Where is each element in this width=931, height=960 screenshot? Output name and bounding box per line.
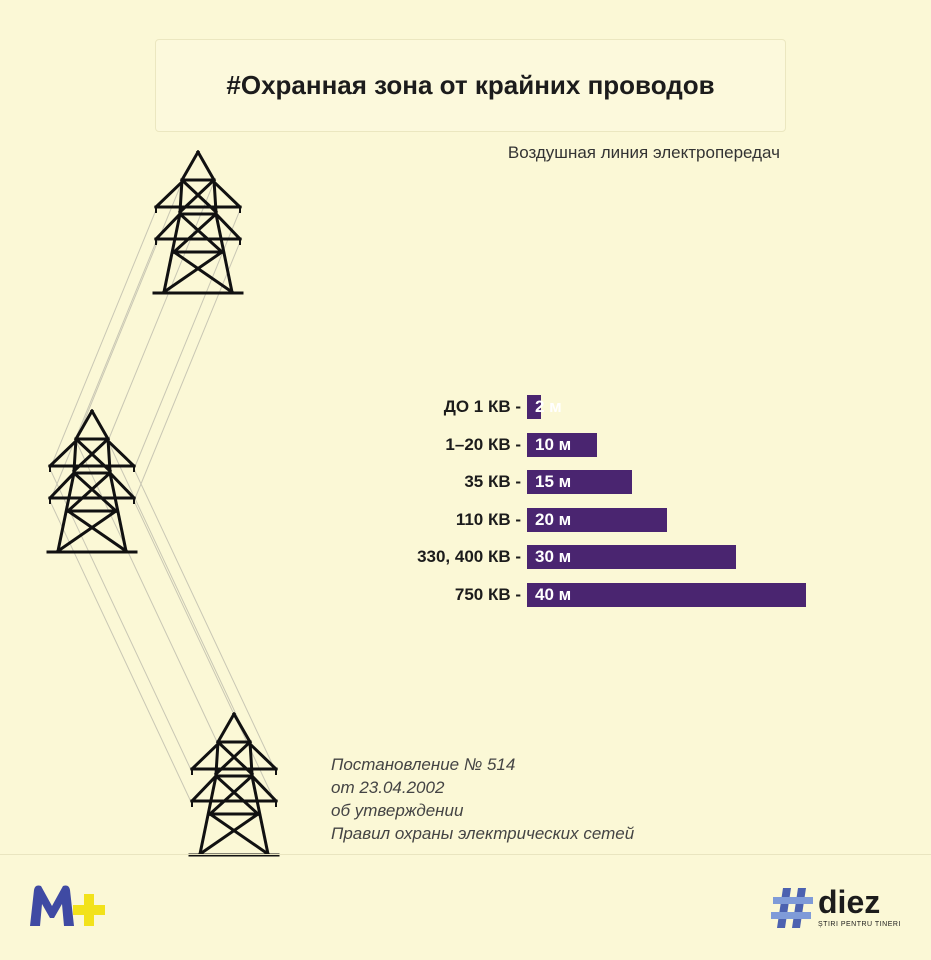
bar-value-label: 30 м [535,547,572,566]
diez-tagline: ȘTIRI PENTRU TINERI [818,921,901,928]
power-wire [75,181,183,442]
bar-value-label: 2 м [535,397,562,416]
power-wire [49,468,193,773]
bar [527,508,667,532]
regulation-note: Постановление № 514 от 23.04.2002 об утв… [331,753,634,845]
power-wire [49,241,157,502]
power-wire [133,468,277,773]
note-line: об утверждении [331,801,464,820]
bar-value-label: 15 м [535,472,572,491]
page-title: #Охранная зона от крайних проводов [226,70,715,100]
note-line: от 23.04.2002 [331,778,445,797]
bar-value-label: 20 м [535,510,572,529]
diez-logo-text: diez [818,884,881,920]
wires [49,181,277,805]
power-tower-icon [188,711,280,857]
divider [0,854,931,855]
bar-category-label: 1–20 КВ - [445,435,521,454]
power-wire [133,241,241,502]
power-wire [107,440,251,745]
bar-category-label: 750 КВ - [454,585,521,604]
bar-category-label: ДО 1 КВ - [443,397,521,416]
bar-category-label: 110 КВ - [455,510,521,529]
bar [527,433,597,457]
bar [527,395,541,419]
power-wire [49,209,157,470]
bar [527,545,736,569]
m-plus-logo [30,885,105,926]
note-line: Правил охраны электрических сетей [331,824,635,843]
bar [527,583,806,607]
subtitle: Воздушная линия электропередач [507,143,780,162]
power-wire [133,500,277,805]
note-line: Постановление № 514 [331,755,516,774]
power-tower-icon [152,149,244,295]
power-tower-icon [46,408,138,554]
bar-category-label: 35 КВ - [464,472,521,491]
towers [46,149,280,857]
bar-value-label: 40 м [535,585,572,604]
power-wire [75,440,219,745]
title-box: #Охранная зона от крайних проводов [155,39,786,132]
bar-value-label: 10 м [535,435,572,454]
bar-category-label: 330, 400 КВ - [417,547,521,566]
power-wire [107,181,215,442]
diez-hash-icon [771,888,813,928]
bar [527,470,632,494]
